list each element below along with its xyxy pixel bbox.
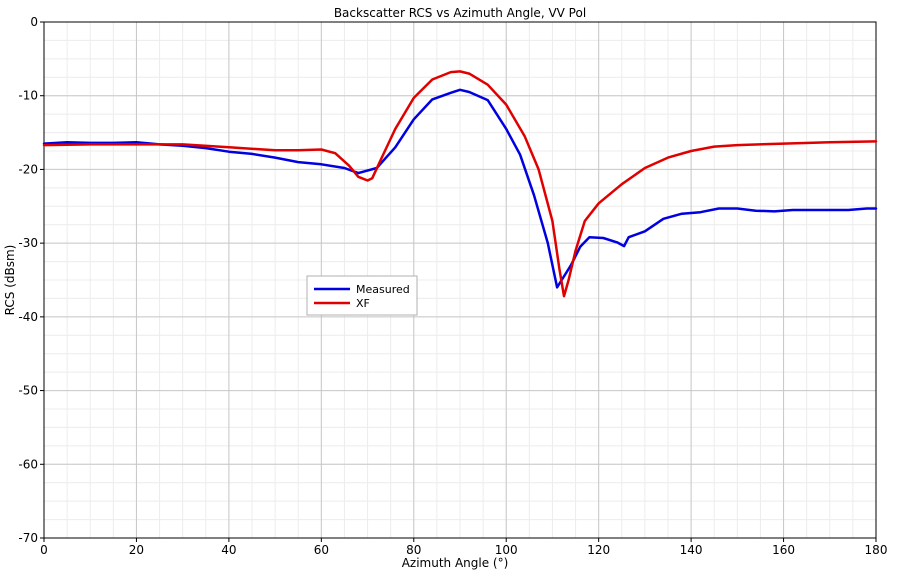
y-tick-label: -10 [18,89,38,103]
y-tick-label: -50 [18,384,38,398]
y-tick-label: -60 [18,457,38,471]
x-tick-label: 0 [40,543,48,557]
y-tick-label: 0 [30,15,38,29]
x-tick-label: 20 [129,543,144,557]
series-layer [42,70,878,298]
x-axis-label: Azimuth Angle (°) [402,556,509,570]
x-tick-label: 120 [587,543,610,557]
x-tick-label: 100 [495,543,518,557]
y-tick-label: -70 [18,531,38,545]
y-tick-label: -20 [18,162,38,176]
x-tick-label: 160 [772,543,795,557]
y-tick-label: -30 [18,236,38,250]
x-tick-label: 40 [221,543,236,557]
x-tick-label: 180 [865,543,888,557]
y-axis-ticks: 0 -10 -20 -30 -40 -50 -60 -70 [18,15,44,545]
x-tick-label: 140 [680,543,703,557]
x-tick-label: 80 [406,543,421,557]
x-tick-label: 60 [314,543,329,557]
plot-area-frame [43,21,877,539]
legend: Measured XF [306,275,418,316]
x-axis-ticks: 0 20 40 60 80 100 120 140 160 180 [40,538,887,557]
legend-label-measured: Measured [356,283,410,296]
series-line-xf [42,70,878,298]
legend-label-xf: XF [356,297,370,310]
series-line-measured [42,88,878,289]
y-axis-label: RCS (dBsm) [3,245,17,316]
chart-title: Backscatter RCS vs Azimuth Angle, VV Pol [334,6,586,20]
legend-box [306,275,418,316]
minor-gridlines [43,21,877,539]
y-tick-label: -40 [18,310,38,324]
